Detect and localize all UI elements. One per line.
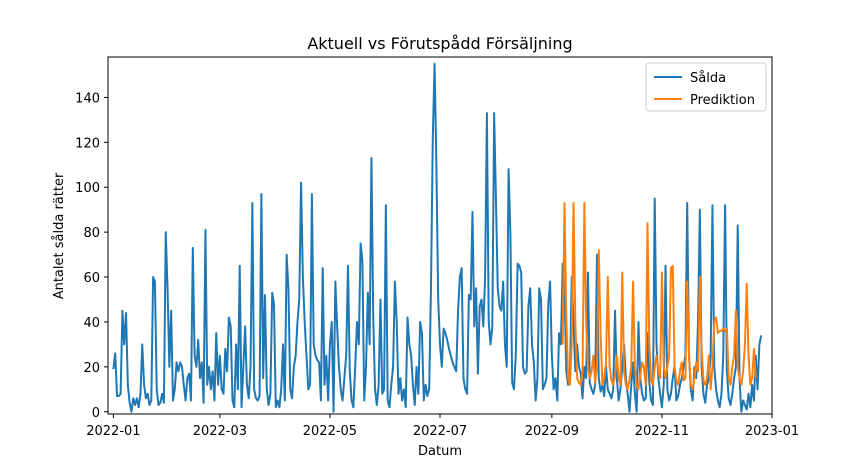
x-tick-label: 2022-03 <box>193 424 247 439</box>
x-tick-label: 2022-09 <box>525 424 579 439</box>
x-tick-label: 2023-01 <box>745 424 799 439</box>
y-tick-label: 100 <box>75 181 100 196</box>
x-axis-label: Datum <box>418 444 462 459</box>
y-tick-label: 140 <box>75 91 100 106</box>
axes: 2022-01 2022-03 2022-05 2022-07 2022-09 2022-… <box>75 91 799 439</box>
y-axis-label: Antalet sålda rätter <box>52 172 67 299</box>
chart-title: Aktuell vs Förutspådd Försäljning <box>307 34 572 53</box>
y-tick-label: 60 <box>83 271 100 286</box>
y-tick-label: 20 <box>83 361 100 376</box>
legend-label: Prediktion <box>690 93 755 108</box>
y-tick-label: 80 <box>83 226 100 241</box>
y-tick-label: 40 <box>83 316 100 331</box>
x-tick-label: 2022-11 <box>635 424 689 439</box>
x-tick-label: 2022-01 <box>86 424 140 439</box>
plot-frame <box>107 56 773 415</box>
legend: Sålda Prediktion <box>645 62 767 112</box>
x-tick-label: 2022-07 <box>413 424 467 439</box>
series-line-salda <box>112 62 763 413</box>
plot-area <box>112 62 763 413</box>
y-tick-label: 120 <box>75 136 100 151</box>
y-tick-label: 0 <box>92 406 100 421</box>
legend-label: Sålda <box>690 71 726 86</box>
x-tick-label: 2022-05 <box>303 424 357 439</box>
series-line-prediktion <box>561 201 757 391</box>
